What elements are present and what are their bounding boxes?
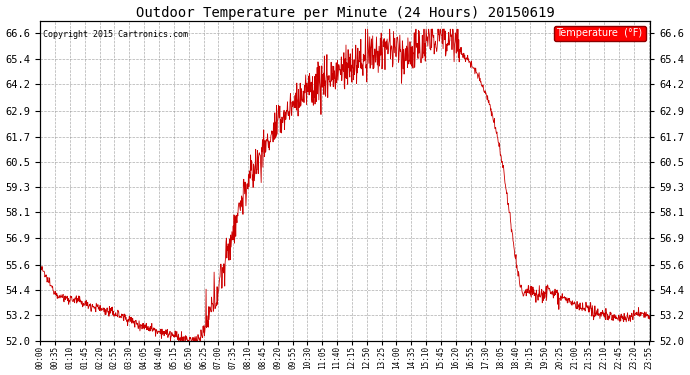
Text: Copyright 2015 Cartronics.com: Copyright 2015 Cartronics.com [43, 30, 188, 39]
Legend: Temperature  (°F): Temperature (°F) [553, 26, 646, 41]
Title: Outdoor Temperature per Minute (24 Hours) 20150619: Outdoor Temperature per Minute (24 Hours… [136, 6, 555, 20]
